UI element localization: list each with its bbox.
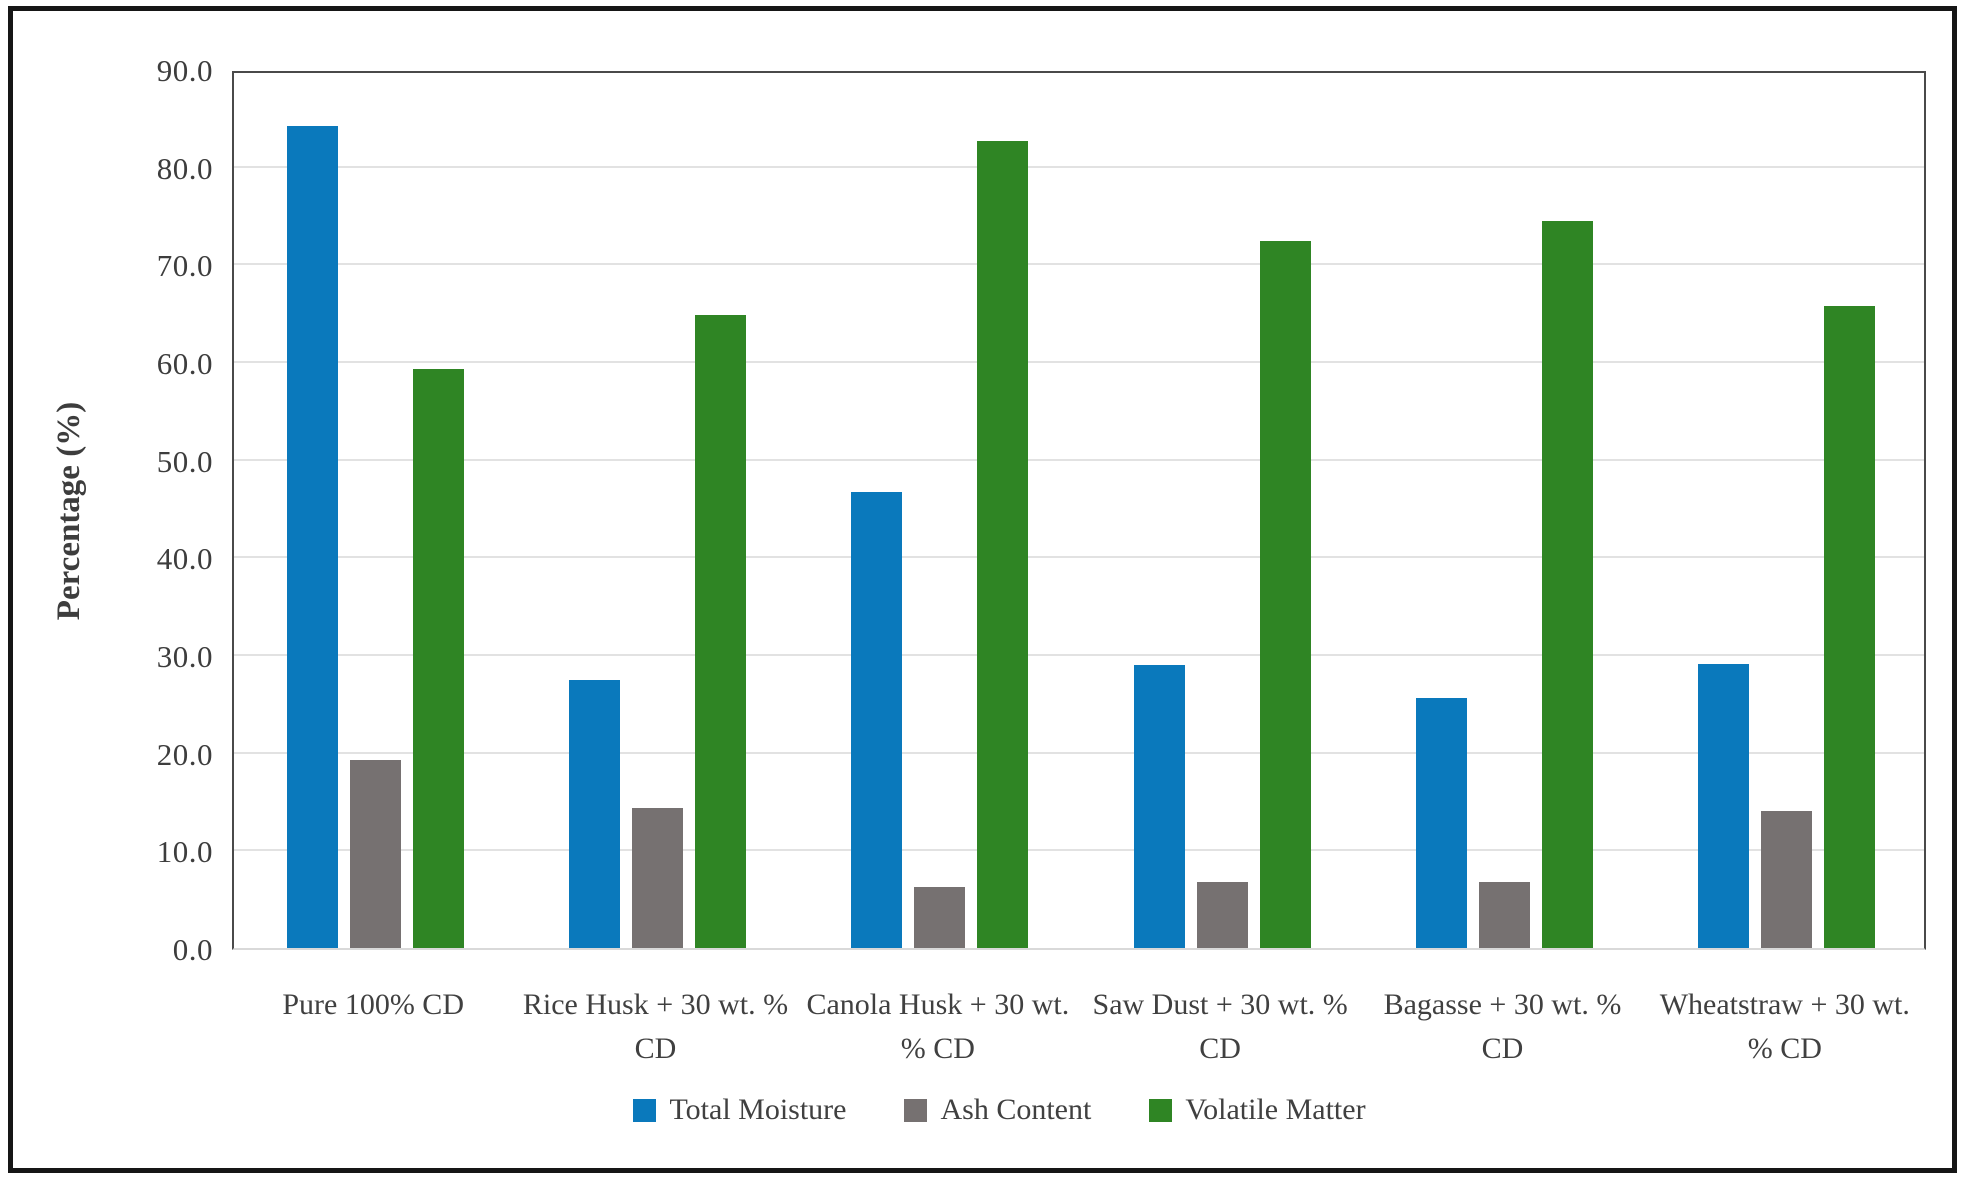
category-label-wheatstraw-30-wt-cd: Wheatstraw + 30 wt. % CD bbox=[1659, 988, 1910, 1065]
legend-swatch-ash-content bbox=[904, 1098, 928, 1122]
bar-volatile-matter-pure-100-cd bbox=[412, 368, 464, 948]
figure-border: Percentage (%) 0.0 10.0 20.0 30.0 40.0 50.0 60… bbox=[8, 6, 1957, 1173]
legend-item-volatile-matter: Volatile Matter bbox=[1149, 1093, 1366, 1127]
y-axis-title: Percentage (%) bbox=[51, 401, 87, 621]
y-tick-label-40: 40.0 bbox=[156, 541, 213, 577]
legend-item-ash-content: Ash Content bbox=[904, 1093, 1091, 1127]
y-tick-label-80: 80.0 bbox=[156, 150, 213, 186]
legend-label-volatile-matter: Volatile Matter bbox=[1185, 1093, 1366, 1126]
y-tick-label-30: 30.0 bbox=[156, 639, 213, 674]
gridline-30 bbox=[234, 654, 1924, 656]
x-axis-category-labels: Pure 100% CD Rice Husk + 30 wt. % CD Canol… bbox=[232, 983, 1926, 1070]
y-tick-label-20: 20.0 bbox=[156, 736, 213, 772]
bar-volatile-matter-saw-dust-30-wt-cd bbox=[1259, 240, 1311, 948]
y-tick-label-70: 70.0 bbox=[156, 248, 213, 284]
legend-item-total-moisture: Total Moisture bbox=[633, 1093, 846, 1127]
category-label-bagasse-30-wt-cd: Bagasse + 30 wt. % CD bbox=[1383, 988, 1622, 1065]
legend: Total Moisture Ash Content Volatile Matter bbox=[13, 1093, 1973, 1127]
bar-volatile-matter-bagasse-30-wt-cd bbox=[1541, 221, 1593, 948]
y-tick-label-10: 10.0 bbox=[156, 834, 213, 870]
bar-ash-content-saw-dust-30-wt-cd bbox=[1196, 881, 1248, 948]
y-tick-label-60: 60.0 bbox=[156, 346, 213, 381]
bar-group-bagasse-30-wt-cd bbox=[1363, 73, 1645, 948]
gridline-70 bbox=[234, 263, 1924, 266]
gridline-10 bbox=[234, 849, 1924, 852]
bar-ash-content-rice-husk-30-wt-cd bbox=[631, 808, 683, 948]
bar-group-wheatstraw-30-wt-cd bbox=[1646, 73, 1928, 948]
legend-label-ash-content: Ash Content bbox=[940, 1093, 1092, 1126]
gridline-40 bbox=[234, 556, 1924, 559]
gridline-50 bbox=[234, 458, 1924, 461]
bar-volatile-matter-canola-husk-30-wt-cd bbox=[977, 141, 1029, 948]
y-tick-label-0: 0.0 bbox=[172, 932, 213, 967]
y-tick-label-50: 50.0 bbox=[156, 443, 213, 479]
bar-total-moisture-pure-100-cd bbox=[286, 125, 338, 948]
bar-ash-content-bagasse-30-wt-cd bbox=[1478, 881, 1530, 948]
bar-group-pure-100-cd bbox=[234, 73, 516, 948]
legend-swatch-total-moisture bbox=[633, 1098, 657, 1122]
bar-total-moisture-bagasse-30-wt-cd bbox=[1415, 697, 1467, 948]
bar-total-moisture-wheatstraw-30-wt-cd bbox=[1698, 663, 1750, 948]
gridline-80 bbox=[234, 165, 1924, 168]
bar-total-moisture-saw-dust-30-wt-cd bbox=[1133, 664, 1185, 948]
category-label-rice-husk-30-wt-cd: Rice Husk + 30 wt. % CD bbox=[522, 988, 789, 1065]
bar-ash-content-pure-100-cd bbox=[349, 760, 401, 948]
legend-swatch-volatile-matter bbox=[1149, 1098, 1173, 1122]
bar-group-rice-husk-30-wt-cd bbox=[516, 73, 798, 948]
category-label-saw-dust-30-wt-cd: Saw Dust + 30 wt. % CD bbox=[1092, 988, 1348, 1065]
gridline-60 bbox=[234, 361, 1924, 363]
bar-group-saw-dust-30-wt-cd bbox=[1081, 73, 1363, 948]
category-label-canola-husk-30-wt-cd: Canola Husk + 30 wt. % CD bbox=[806, 988, 1070, 1065]
bar-ash-content-wheatstraw-30-wt-cd bbox=[1761, 811, 1813, 948]
legend-label-total-moisture: Total Moisture bbox=[669, 1093, 847, 1126]
plot-area bbox=[232, 71, 1926, 950]
bar-total-moisture-canola-husk-30-wt-cd bbox=[851, 491, 903, 948]
bar-total-moisture-rice-husk-30-wt-cd bbox=[568, 680, 620, 948]
bar-group-canola-husk-30-wt-cd bbox=[799, 73, 1081, 948]
bar-volatile-matter-rice-husk-30-wt-cd bbox=[694, 315, 746, 948]
y-tick-label-90: 90.0 bbox=[156, 53, 213, 88]
category-label-pure-100-cd: Pure 100% CD bbox=[282, 988, 464, 1021]
bar-volatile-matter-wheatstraw-30-wt-cd bbox=[1824, 306, 1876, 948]
bar-ash-content-canola-husk-30-wt-cd bbox=[914, 887, 966, 948]
gridline-20 bbox=[234, 751, 1924, 754]
